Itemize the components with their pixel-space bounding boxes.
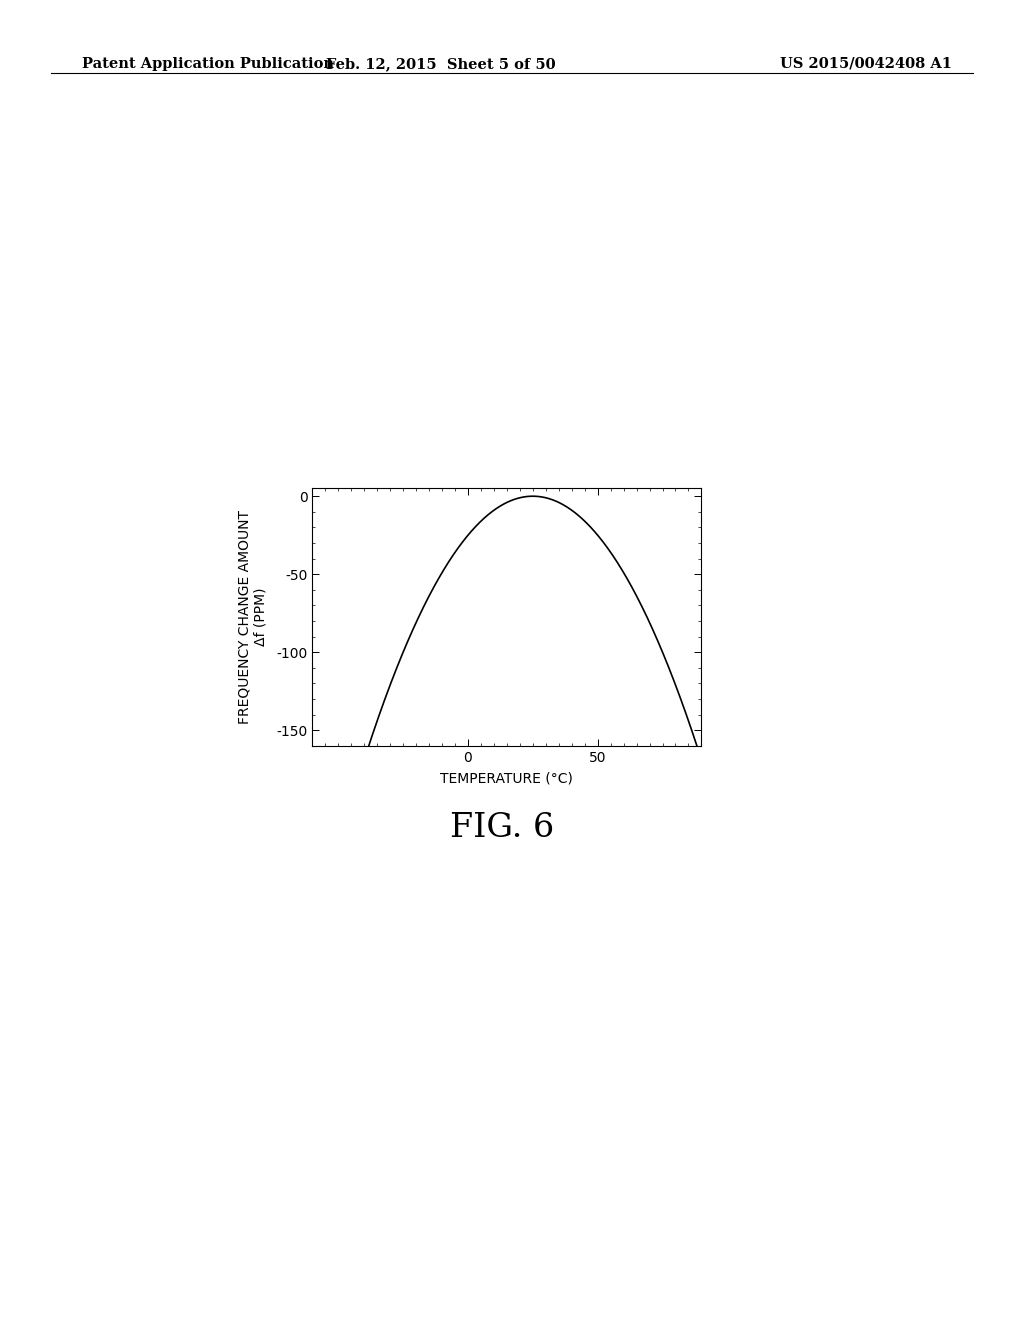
Y-axis label: FREQUENCY CHANGE AMOUNT
Δf (PPM): FREQUENCY CHANGE AMOUNT Δf (PPM) xyxy=(238,510,268,725)
Text: FIG. 6: FIG. 6 xyxy=(450,812,554,843)
X-axis label: TEMPERATURE (°C): TEMPERATURE (°C) xyxy=(440,772,573,785)
Text: US 2015/0042408 A1: US 2015/0042408 A1 xyxy=(780,57,952,71)
Text: Patent Application Publication: Patent Application Publication xyxy=(82,57,334,71)
Text: Feb. 12, 2015  Sheet 5 of 50: Feb. 12, 2015 Sheet 5 of 50 xyxy=(326,57,555,71)
